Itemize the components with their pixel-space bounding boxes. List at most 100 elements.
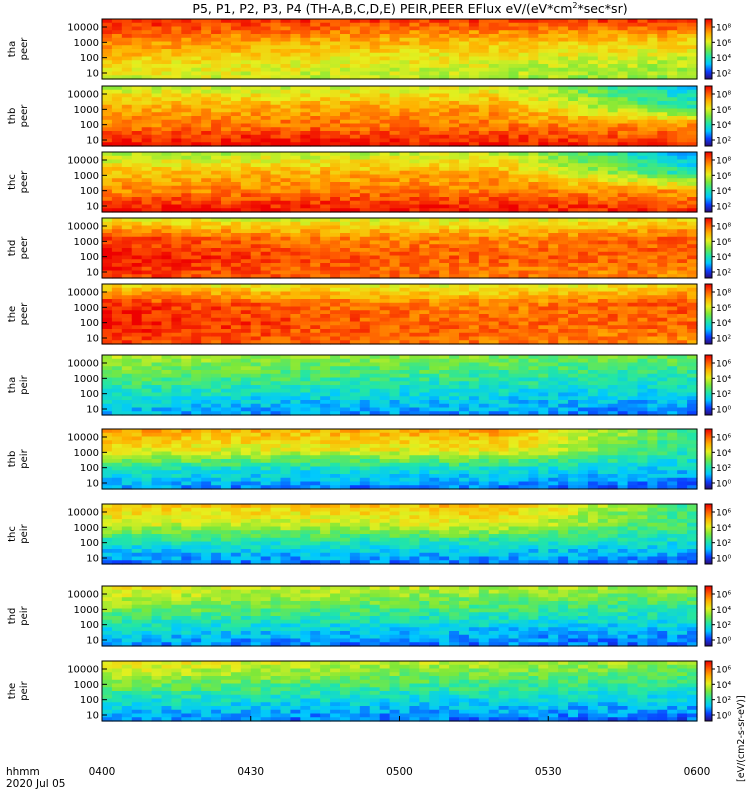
heatmap-cell <box>568 135 579 139</box>
heatmap-cell <box>251 226 262 230</box>
heatmap-cell <box>112 229 123 233</box>
heatmap-cell <box>578 120 589 124</box>
heatmap-cell <box>370 131 381 135</box>
heatmap-cell <box>320 244 331 248</box>
heatmap-cell <box>181 112 192 116</box>
heatmap-cell <box>201 112 212 116</box>
heatmap-cell <box>419 30 430 34</box>
heatmap-cell <box>340 42 351 46</box>
heatmap-cell <box>112 366 123 370</box>
heatmap-cell <box>598 288 609 292</box>
heatmap-cell <box>132 72 143 76</box>
heatmap-cell <box>657 72 668 76</box>
heatmap-cell <box>271 263 282 267</box>
heatmap-cell <box>231 94 242 98</box>
heatmap-cell <box>588 186 599 190</box>
heatmap-cell <box>439 171 450 175</box>
heatmap-cell <box>191 30 202 34</box>
heatmap-cell <box>330 60 341 64</box>
heatmap-cell <box>528 90 539 94</box>
heatmap-cell <box>300 325 311 329</box>
heatmap-cell <box>657 307 668 311</box>
heatmap-cell <box>201 303 212 307</box>
heatmap-cell <box>300 109 311 113</box>
heatmap-cell <box>221 267 232 271</box>
heatmap-cell <box>271 182 282 186</box>
heatmap-cell <box>568 94 579 98</box>
heatmap-cell <box>528 171 539 175</box>
heatmap-cell <box>429 135 440 139</box>
heatmap-cell <box>578 182 589 186</box>
heatmap-cell <box>261 86 272 90</box>
heatmap-cell <box>548 64 559 68</box>
heatmap-cell <box>300 120 311 124</box>
heatmap-cell <box>628 109 639 113</box>
heatmap-cell <box>191 68 202 72</box>
heatmap-cell <box>231 182 242 186</box>
heatmap-cell <box>618 248 629 252</box>
heatmap-cell <box>350 197 361 201</box>
heatmap-cell <box>548 205 559 209</box>
heatmap-cell <box>598 116 609 120</box>
heatmap-cell <box>380 237 391 241</box>
heatmap-cell <box>102 244 113 248</box>
heatmap-cell <box>310 226 321 230</box>
heatmap-cell <box>271 23 282 27</box>
heatmap-cell <box>360 38 371 42</box>
heatmap-cell <box>350 186 361 190</box>
heatmap-cell <box>330 178 341 182</box>
heatmap-cell <box>201 34 212 38</box>
heatmap-cell <box>142 127 153 131</box>
panel-label-line2: peer <box>19 37 30 61</box>
heatmap-cell <box>340 45 351 49</box>
heatmap-cell <box>489 197 500 201</box>
heatmap-cell <box>499 124 510 128</box>
heatmap-cell <box>320 307 331 311</box>
heatmap-cell <box>360 163 371 167</box>
heatmap-cell <box>608 201 619 205</box>
heatmap-cell <box>320 175 331 179</box>
heatmap-cell <box>647 19 658 23</box>
heatmap-cell <box>548 256 559 260</box>
heatmap-cell <box>608 299 619 303</box>
heatmap-cell <box>290 299 301 303</box>
heatmap-cell <box>657 233 668 237</box>
heatmap-cell <box>390 127 401 131</box>
heatmap-cell <box>231 271 242 275</box>
heatmap-cell <box>380 244 391 248</box>
heatmap-cell <box>667 241 678 245</box>
heatmap-cell <box>400 314 411 318</box>
heatmap-cell <box>409 101 420 105</box>
heatmap-cell <box>598 299 609 303</box>
heatmap-cell <box>271 116 282 120</box>
heatmap-cell <box>528 175 539 179</box>
heatmap-cell <box>509 222 520 226</box>
heatmap-cell <box>618 190 629 194</box>
heatmap-cell <box>588 218 599 222</box>
heatmap-cell <box>102 112 113 116</box>
heatmap-cell <box>400 163 411 167</box>
heatmap-cell <box>667 34 678 38</box>
heatmap-cell <box>102 263 113 267</box>
heatmap-cell <box>162 182 173 186</box>
heatmap-cell <box>538 127 549 131</box>
heatmap-cell <box>479 90 490 94</box>
heatmap-cell <box>449 325 460 329</box>
heatmap-cell <box>439 127 450 131</box>
heatmap-cell <box>320 259 331 263</box>
heatmap-cell <box>320 197 331 201</box>
heatmap-cell <box>647 112 658 116</box>
heatmap-cell <box>162 292 173 296</box>
heatmap-cell <box>132 359 143 363</box>
heatmap-cell <box>181 53 192 57</box>
heatmap-cell <box>350 160 361 164</box>
heatmap-cell <box>350 178 361 182</box>
heatmap-cell <box>122 400 133 404</box>
heatmap-cell <box>221 314 232 318</box>
heatmap-cell <box>568 53 579 57</box>
heatmap-cell <box>409 314 420 318</box>
heatmap-cell <box>419 229 430 233</box>
heatmap-cell <box>469 229 480 233</box>
heatmap-cell <box>211 318 222 322</box>
heatmap-cell <box>211 38 222 42</box>
